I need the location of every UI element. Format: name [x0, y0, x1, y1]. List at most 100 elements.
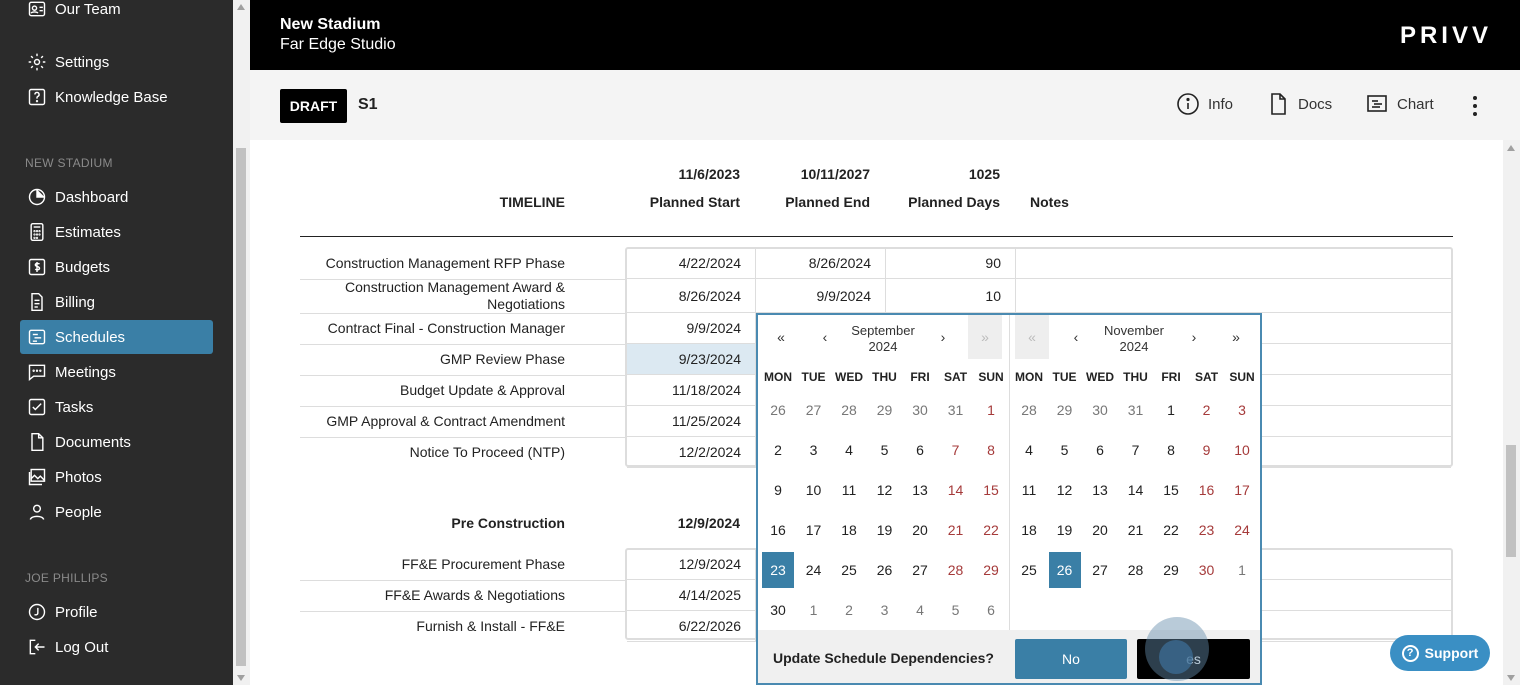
planned-start-cell[interactable]: 11/18/2024: [627, 375, 756, 406]
calendar-day[interactable]: 30: [912, 402, 928, 418]
calendar-day[interactable]: 14: [1127, 482, 1144, 498]
calendar-day[interactable]: 1: [809, 602, 818, 618]
calendar-day[interactable]: 4: [845, 442, 853, 458]
calendar-day[interactable]: 7: [951, 442, 960, 458]
calendar-day[interactable]: 25: [1021, 562, 1037, 578]
scroll-down-arrow[interactable]: [1507, 675, 1515, 681]
nav-prev-left-icon[interactable]: ‹: [822, 329, 828, 345]
scroll-up-arrow[interactable]: [237, 4, 245, 10]
calendar-day[interactable]: 27: [912, 562, 928, 578]
planned-start-cell[interactable]: 8/26/2024: [627, 279, 756, 313]
sidebar-item-people[interactable]: People: [20, 495, 213, 529]
calendar-day[interactable]: 2: [774, 442, 782, 458]
docs-button[interactable]: Docs: [1266, 92, 1332, 116]
planned-end-cell[interactable]: 9/9/2024: [756, 279, 886, 313]
calendar-day[interactable]: 13: [1092, 482, 1108, 498]
calendar-day[interactable]: 22: [1163, 522, 1179, 538]
calendar-day[interactable]: 27: [805, 402, 822, 418]
calendar-day[interactable]: 27: [1092, 562, 1108, 578]
planned-start-cell[interactable]: 9/23/2024: [627, 344, 756, 375]
calendar-day[interactable]: 16: [1198, 482, 1215, 498]
sidebar-item-documents[interactable]: Documents: [20, 425, 213, 459]
calendar-day[interactable]: 26: [876, 562, 893, 578]
main-scrollbar[interactable]: [1503, 140, 1520, 685]
calendar-day[interactable]: 11: [1021, 482, 1037, 498]
nav-next-left-icon[interactable]: ›: [940, 329, 946, 345]
calendar-day[interactable]: 1: [1167, 402, 1175, 418]
sidebar-item-settings[interactable]: Settings: [20, 45, 213, 79]
calendar-day[interactable]: 28: [1021, 402, 1037, 418]
calendar-day[interactable]: 2: [845, 602, 853, 618]
calendar-day[interactable]: 23: [1198, 522, 1215, 538]
sidebar-item-knowledge-base[interactable]: Knowledge Base: [20, 80, 213, 114]
calendar-day[interactable]: 11: [841, 482, 857, 498]
notes-cell[interactable]: [1016, 248, 1451, 279]
planned-start-cell[interactable]: 6/22/2026: [627, 611, 756, 642]
calendar-day[interactable]: 3: [1238, 402, 1246, 418]
calendar-day[interactable]: 20: [912, 522, 928, 538]
calendar-day[interactable]: 30: [770, 602, 786, 618]
calendar-day[interactable]: 19: [876, 522, 893, 538]
no-button[interactable]: No: [1015, 639, 1127, 679]
calendar-day[interactable]: 30: [1198, 562, 1215, 578]
calendar-day[interactable]: 10: [1234, 442, 1250, 458]
calendar-day[interactable]: 13: [912, 482, 928, 498]
calendar-day[interactable]: 1: [987, 402, 995, 418]
planned-start-cell[interactable]: 9/9/2024: [627, 313, 756, 344]
scroll-down-arrow[interactable]: [237, 675, 245, 681]
more-menu-icon[interactable]: [1470, 94, 1480, 118]
nav-next-right-icon[interactable]: ›: [1191, 329, 1197, 345]
calendar-day[interactable]: 9: [774, 482, 782, 498]
sidebar-item-tasks[interactable]: Tasks: [20, 390, 213, 424]
planned-start-cell[interactable]: 11/25/2024: [627, 406, 756, 437]
calendar-day[interactable]: 12: [1056, 482, 1073, 498]
calendar-day[interactable]: 26: [1048, 552, 1081, 588]
calendar-day[interactable]: 18: [1021, 522, 1037, 538]
calendar-day[interactable]: 29: [1056, 402, 1073, 418]
nav-prev-right-icon[interactable]: ‹: [1073, 329, 1079, 345]
planned-start-cell[interactable]: 4/14/2025: [627, 580, 756, 611]
sidebar-item-budgets[interactable]: Budgets: [20, 250, 213, 284]
calendar-day[interactable]: 9: [1202, 442, 1211, 458]
app-logo[interactable]: PRIVV: [1399, 22, 1492, 49]
info-button[interactable]: Info: [1176, 92, 1233, 116]
sidebar-item-our-team[interactable]: Our Team: [20, 0, 213, 26]
calendar-day[interactable]: 1: [1238, 562, 1246, 578]
calendar-day[interactable]: 31: [947, 402, 964, 418]
planned-days-cell[interactable]: 90: [886, 248, 1016, 279]
calendar-day[interactable]: 28: [947, 562, 964, 578]
calendar-day[interactable]: 25: [841, 562, 857, 578]
calendar-day[interactable]: 20: [1092, 522, 1108, 538]
calendar-day[interactable]: 8: [987, 442, 995, 458]
calendar-day[interactable]: 31: [1127, 402, 1144, 418]
planned-end-cell[interactable]: 8/26/2024: [756, 248, 886, 279]
sidebar-item-dashboard[interactable]: Dashboard: [20, 180, 213, 214]
calendar-day[interactable]: 3: [809, 442, 818, 458]
calendar-day[interactable]: 21: [947, 522, 964, 538]
planned-days-cell[interactable]: 10: [886, 279, 1016, 313]
calendar-day[interactable]: 7: [1131, 442, 1140, 458]
sidebar-item-schedules[interactable]: Schedules: [20, 320, 213, 354]
calendar-day[interactable]: 5: [951, 602, 960, 618]
calendar-day[interactable]: 21: [1127, 522, 1144, 538]
calendar-day[interactable]: 6: [916, 442, 924, 458]
calendar-day[interactable]: 10: [805, 482, 822, 498]
calendar-day[interactable]: 18: [841, 522, 857, 538]
calendar-day[interactable]: 24: [1234, 522, 1250, 538]
calendar-day[interactable]: 30: [1092, 402, 1108, 418]
calendar-day[interactable]: 6: [987, 602, 995, 618]
sidebar-item-estimates[interactable]: Estimates: [20, 215, 213, 249]
scroll-thumb[interactable]: [236, 148, 246, 666]
calendar-day[interactable]: 29: [983, 562, 999, 578]
scroll-thumb[interactable]: [1506, 445, 1516, 557]
calendar-day[interactable]: 17: [805, 522, 822, 538]
calendar-day[interactable]: 12: [876, 482, 893, 498]
calendar-day[interactable]: 6: [1096, 442, 1104, 458]
calendar-day[interactable]: 23: [762, 552, 794, 588]
calendar-day[interactable]: 4: [916, 602, 924, 618]
sidebar-item-billing[interactable]: Billing: [20, 285, 213, 319]
sidebar-item-profile[interactable]: Profile: [20, 595, 213, 629]
calendar-day[interactable]: 17: [1234, 482, 1250, 498]
support-button[interactable]: ? Support: [1390, 635, 1490, 671]
sidebar-item-meetings[interactable]: Meetings: [20, 355, 213, 389]
